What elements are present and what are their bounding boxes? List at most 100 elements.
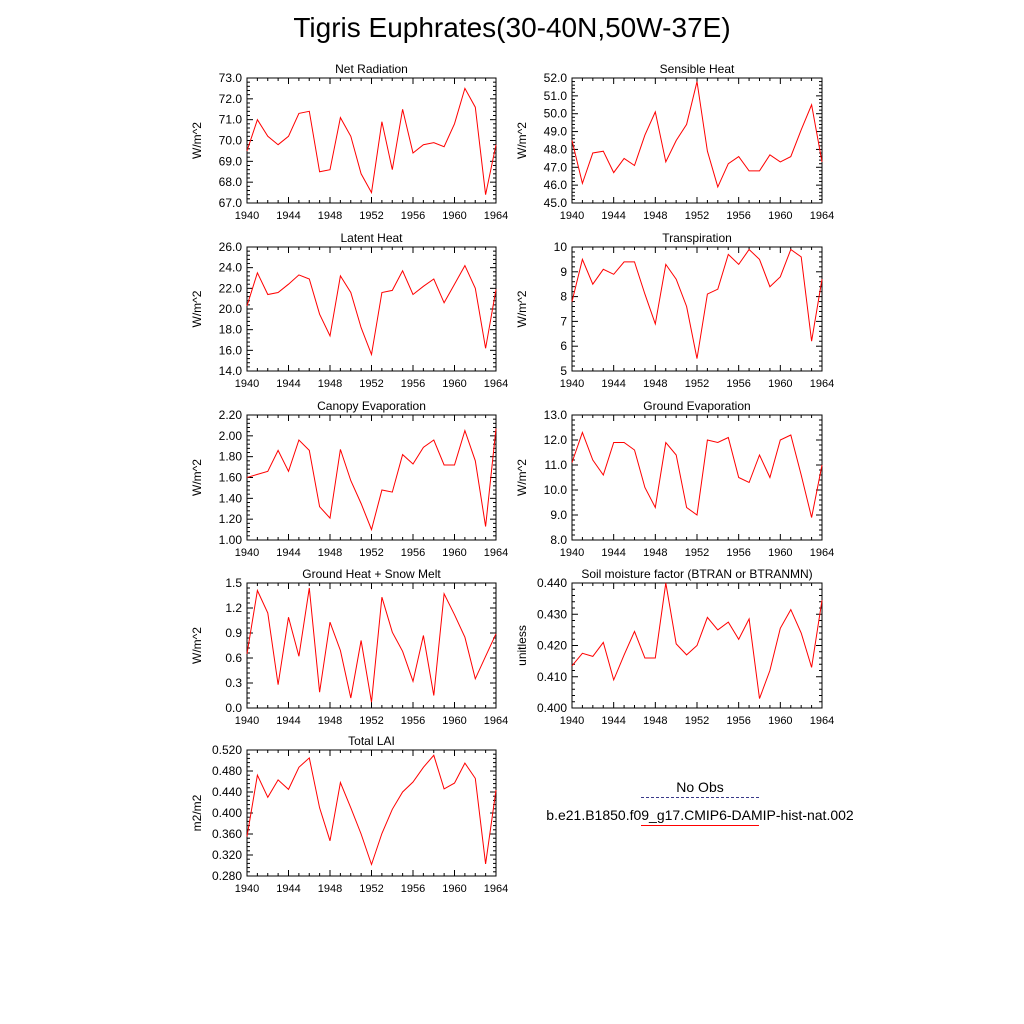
y-tick-label: 0.6 bbox=[225, 651, 242, 665]
x-tick-label: 1948 bbox=[643, 547, 667, 559]
y-tick-label: 2.20 bbox=[219, 408, 243, 422]
x-tick-label: 1956 bbox=[401, 547, 425, 559]
y-tick-label: 67.0 bbox=[219, 196, 243, 210]
x-tick-label: 1952 bbox=[359, 547, 383, 559]
y-axis-label: W/m^2 bbox=[515, 122, 529, 159]
x-tick-label: 1964 bbox=[810, 547, 834, 559]
panel-title: Ground Evaporation bbox=[643, 399, 750, 413]
series-line-0 bbox=[246, 264, 497, 357]
panel-title: Soil moisture factor (BTRAN or BTRANMN) bbox=[581, 567, 812, 581]
x-tick-label: 1964 bbox=[484, 210, 508, 222]
y-tick-label: 70.0 bbox=[219, 134, 243, 148]
y-tick-label: 73.0 bbox=[219, 71, 243, 85]
y-tick-label: 6 bbox=[560, 339, 567, 353]
series-line-0 bbox=[246, 754, 497, 867]
x-tick-label: 1944 bbox=[601, 378, 625, 390]
chart-panel-3: Transpiration W/m^2 5 6 7 8 9 10 1940 1944 1948 195… bbox=[515, 231, 834, 390]
x-tick-label: 1948 bbox=[318, 210, 342, 222]
y-tick-label: 45.0 bbox=[544, 196, 568, 210]
y-tick-label: 0.440 bbox=[537, 576, 567, 590]
y-tick-label: 10.0 bbox=[544, 483, 568, 497]
y-axis-label: W/m^2 bbox=[190, 459, 204, 496]
x-tick-label: 1952 bbox=[685, 715, 709, 727]
y-axis-label: W/m^2 bbox=[190, 290, 204, 327]
x-tick-label: 1956 bbox=[726, 210, 750, 222]
y-tick-label: 69.0 bbox=[219, 154, 243, 168]
panel-title: Transpiration bbox=[662, 231, 732, 245]
x-tick-label: 1964 bbox=[484, 547, 508, 559]
x-tick-label: 1956 bbox=[401, 378, 425, 390]
x-tick-label: 1948 bbox=[318, 378, 342, 390]
x-tick-label: 1964 bbox=[810, 715, 834, 727]
x-tick-label: 1960 bbox=[442, 210, 466, 222]
y-tick-label: 13.0 bbox=[544, 408, 568, 422]
y-tick-label: 47.0 bbox=[544, 160, 568, 174]
chart-panel-5: Ground Evaporation W/m^2 8.0 9.0 10.0 11.0 12.… bbox=[515, 399, 834, 559]
x-tick-label: 1944 bbox=[276, 883, 300, 895]
y-tick-label: 11.0 bbox=[545, 458, 568, 472]
y-tick-label: 2.00 bbox=[219, 429, 243, 443]
x-tick-label: 1940 bbox=[235, 378, 259, 390]
y-tick-label: 22.0 bbox=[219, 281, 243, 295]
y-tick-label: 1.2 bbox=[225, 601, 242, 615]
x-tick-label: 1940 bbox=[235, 715, 259, 727]
y-tick-label: 72.0 bbox=[219, 92, 243, 106]
panel-title: Latent Heat bbox=[340, 231, 403, 245]
x-tick-label: 1952 bbox=[359, 883, 383, 895]
y-tick-label: 18.0 bbox=[219, 323, 243, 337]
y-tick-label: 0.360 bbox=[212, 827, 242, 841]
x-tick-label: 1944 bbox=[276, 378, 300, 390]
plot-frame bbox=[571, 77, 823, 204]
x-tick-label: 1960 bbox=[442, 547, 466, 559]
series-line-0 bbox=[246, 428, 497, 532]
y-tick-label: 0.440 bbox=[212, 785, 242, 799]
y-tick-label: 0.9 bbox=[225, 626, 242, 640]
x-tick-label: 1960 bbox=[442, 378, 466, 390]
x-tick-label: 1956 bbox=[401, 715, 425, 727]
x-tick-label: 1952 bbox=[685, 547, 709, 559]
x-tick-label: 1940 bbox=[235, 210, 259, 222]
x-tick-label: 1944 bbox=[601, 210, 625, 222]
panel-title: Total LAI bbox=[348, 734, 395, 748]
x-tick-label: 1940 bbox=[235, 547, 259, 559]
x-tick-label: 1960 bbox=[768, 547, 792, 559]
y-tick-label: 20.0 bbox=[219, 302, 243, 316]
chart-panel-2: Latent Heat W/m^2 14.0 16.0 18.0 20.0 22.0 24.0… bbox=[190, 231, 508, 390]
legend-swatch-model bbox=[641, 825, 759, 826]
x-tick-label: 1960 bbox=[442, 715, 466, 727]
x-tick-label: 1956 bbox=[726, 378, 750, 390]
y-tick-label: 0.480 bbox=[212, 764, 242, 778]
x-tick-label: 1948 bbox=[318, 547, 342, 559]
x-tick-label: 1944 bbox=[276, 547, 300, 559]
chart-panel-7: Soil moisture factor (BTRAN or BTRANMN) u… bbox=[515, 567, 834, 727]
y-tick-label: 0.280 bbox=[212, 869, 242, 883]
y-tick-label: 9 bbox=[560, 265, 567, 279]
y-tick-label: 52.0 bbox=[544, 71, 568, 85]
x-tick-label: 1948 bbox=[643, 210, 667, 222]
y-tick-label: 26.0 bbox=[219, 240, 243, 254]
plot-frame bbox=[246, 77, 497, 204]
y-axis-label: W/m^2 bbox=[190, 122, 204, 159]
x-tick-label: 1940 bbox=[560, 547, 584, 559]
series-line-0 bbox=[246, 87, 497, 195]
plot-frame bbox=[246, 414, 497, 541]
y-tick-label: 0.400 bbox=[537, 701, 567, 715]
y-tick-label: 24.0 bbox=[219, 261, 243, 275]
x-tick-label: 1964 bbox=[484, 883, 508, 895]
x-tick-label: 1956 bbox=[726, 547, 750, 559]
y-axis-label: unitless bbox=[515, 625, 529, 666]
y-tick-label: 12.0 bbox=[544, 433, 568, 447]
chart-panel-1: Sensible Heat W/m^2 45.0 46.0 47.0 48.0 49.0 50… bbox=[515, 62, 834, 222]
x-tick-label: 1944 bbox=[276, 210, 300, 222]
x-tick-label: 1952 bbox=[685, 378, 709, 390]
y-tick-label: 7 bbox=[560, 314, 567, 328]
y-tick-label: 1.60 bbox=[219, 471, 243, 485]
y-tick-label: 0.410 bbox=[537, 670, 567, 684]
panel-title: Sensible Heat bbox=[660, 62, 735, 76]
y-tick-label: 0.320 bbox=[212, 848, 242, 862]
x-tick-label: 1952 bbox=[685, 210, 709, 222]
series-line-0 bbox=[571, 81, 823, 189]
series-line-0 bbox=[571, 431, 823, 518]
legend-label-model: b.e21.B1850.f09_g17.CMIP6-DAMIP-hist-nat… bbox=[546, 807, 854, 823]
